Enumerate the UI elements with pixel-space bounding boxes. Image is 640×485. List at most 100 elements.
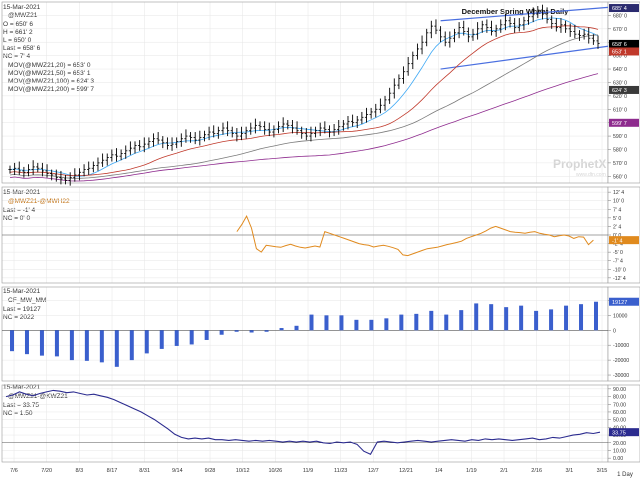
price-header-date: 15-Mar-2021 [3,4,41,11]
x-tick-label: 11/9 [303,468,313,474]
y-tick-label: 650' 0 [613,54,627,60]
spread1-value-badge [609,236,639,245]
moving-average-line [9,25,599,177]
y-tick-label: 580' 0 [613,147,627,153]
x-tick-label: 8/17 [107,468,118,474]
y-tick-label: 570' 0 [613,161,627,167]
cot-nc: NC = 2022 [3,314,35,321]
y-tick-label: 70.00 [613,402,626,408]
cot-bar [189,330,194,345]
y-tick-label: -10' 0 [613,267,626,273]
cot-bar [114,330,119,367]
cot-bar [429,310,434,331]
y-tick-label: 560' 0 [613,174,627,180]
spread1-formula: @MWZ21-@MWH22 [8,198,70,205]
cot-bar [10,330,14,352]
cot-bar [354,319,359,331]
price-value-badge-text: 658' 6 [612,42,627,48]
cot-bar [534,310,539,331]
cot-bar [129,330,134,361]
cot-bar [519,305,524,331]
cot-value-badge [609,297,639,306]
study-ma20: MOV(@MWZ21,20) = 653' 0 [8,62,91,69]
cot-bar [384,318,389,331]
y-tick-label: 80.00 [613,395,626,401]
x-tick-label: 1/4 [435,468,443,474]
price-value-badge [609,39,639,48]
cot-bar [174,330,179,346]
cot-date: 15-Mar-2021 [3,288,41,295]
price-title: December Spring Wheat Daily [462,7,570,16]
y-tick-label: -30000 [613,373,629,379]
y-tick-label: -7' 4 [613,259,623,265]
cot-last: Last = 19127 [3,306,41,313]
x-tick-label: 3/15 [597,468,608,474]
x-tick-label: 7/20 [41,468,52,474]
cot-bar [249,330,254,333]
price-stat-low: L = 650' 0 [3,37,32,44]
cot-bar [324,315,329,331]
x-axis: 7/6 7/20 8/3 8/17 8/31 9/14 9/28 10/12 10/26 11/9… [10,468,607,474]
cot-bar [24,330,29,355]
y-tick-label: 20.00 [613,441,626,447]
y-tick-label: 640' 0 [613,67,627,73]
price-stat-high: H = 661' 2 [3,29,33,36]
y-tick-label: 90.00 [613,387,626,393]
study-ma100: MOV(@MWZ21,100) = 624' 3 [8,78,94,85]
watermark-brand: ProphetX [553,157,606,171]
cot-bar [504,307,509,331]
y-tick-label: 0 [613,328,616,334]
spread1-header: 15-Mar-2021 @MWZ21-@MWH22 Last = -1' 4 N… [3,189,70,222]
spread2-value-badge-text: 33.75 [612,430,626,436]
y-tick-label: 50.00 [613,418,626,424]
cot-bar [549,309,554,331]
price-bars [8,4,600,186]
price-value-badge-text: 685' 4 [612,6,627,12]
y-tick-label: 10' 0 [613,199,624,205]
cot-bar [144,330,149,354]
y-tick-label: 670' 0 [613,27,627,33]
panel-borders [1,1,640,463]
cot-bar [339,315,344,331]
y-tick-label: -20000 [613,358,629,364]
price-value-badge [609,47,639,56]
timeframe-label: 1 Day [617,472,633,478]
y-tick-label: -10000 [613,343,629,349]
price-value-badge [609,118,639,127]
cot-bar [234,330,239,332]
spread2-plot [2,389,608,456]
price-stat-open: O = 650' 6 [3,21,33,28]
cot-bar [264,330,269,332]
spread2-last: Last = 33.75 [3,402,39,409]
spread1-last: Last = -1' 4 [3,207,36,214]
y-tick-label: 610' 0 [613,107,627,113]
y-tick-label: 590' 0 [613,134,627,140]
cot-bar [39,330,44,356]
x-tick-label: 12/21 [399,468,413,474]
cot-bar [219,330,224,335]
y-tick-label: 2' 4 [613,224,621,230]
y-tick-label: 0' 0 [613,233,621,239]
spread1-plot [2,214,608,257]
cot-bar [399,314,404,331]
spread2-nc: NC = 1.50 [3,410,33,417]
cot-bar [54,330,59,357]
x-tick-label: 10/26 [268,468,282,474]
cot-bar [99,330,104,363]
spread2-value-badge [609,428,639,437]
y-tick-label: 60.00 [613,410,626,416]
price-stat-last: Last = 658' 6 [3,45,41,52]
y-tick-label: -12' 4 [613,276,626,282]
spread1-axis-strip [607,186,640,284]
y-tick-label: 10.00 [613,448,626,454]
y-tick-label: 0.00 [613,456,623,462]
channel-upper [440,6,609,22]
x-tick-label: 11/23 [334,468,347,474]
y-tick-label: 7' 4 [613,207,621,213]
x-tick-label: 7/6 [10,468,18,474]
spread1-nc: NC = 0' 0 [3,215,30,222]
cot-bar [294,325,299,331]
x-tick-label: 1/19 [466,468,477,474]
price-value-badge-text: 653' 1 [612,50,627,56]
x-tick-label: 8/3 [76,468,84,474]
